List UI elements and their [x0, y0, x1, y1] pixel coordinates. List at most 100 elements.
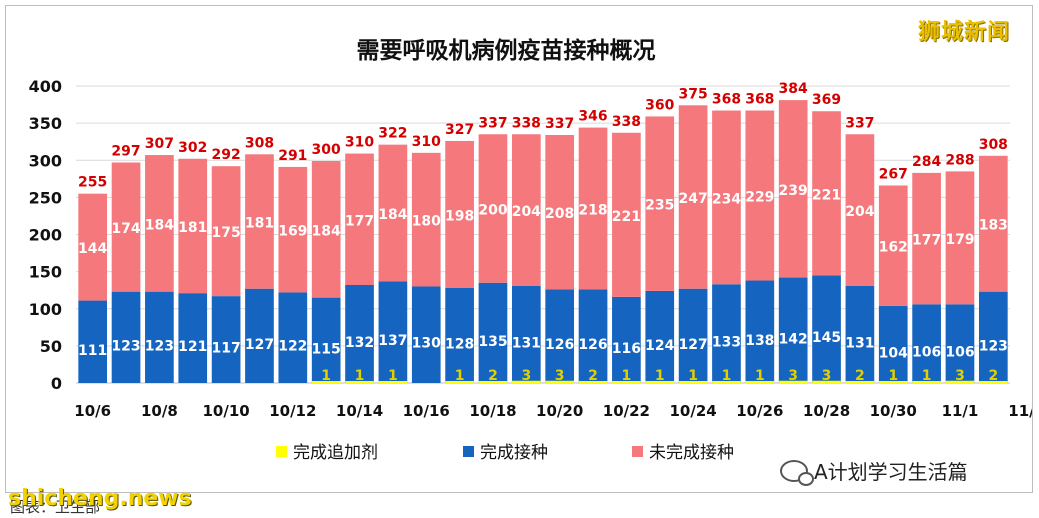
label-total: 337 [545, 116, 574, 132]
label-booster: 1 [922, 368, 932, 384]
label-not-completed: 239 [779, 183, 808, 199]
bar-completed [445, 287, 474, 383]
bar-booster [712, 381, 741, 383]
y-tick-label: 250 [29, 188, 62, 207]
bar-not-completed [645, 116, 675, 291]
bar-not-completed [511, 134, 541, 286]
bar-booster [678, 381, 708, 383]
label-not-completed: 184 [378, 207, 407, 223]
bar-booster [878, 381, 908, 383]
wechat-account-name: A计划学习生活篇 [814, 460, 968, 484]
legend-swatch [463, 446, 474, 457]
bar-booster [545, 380, 575, 383]
bar-booster [445, 381, 474, 383]
bar-completed [978, 291, 1008, 383]
bar-not-completed [678, 105, 708, 289]
label-booster: 1 [622, 368, 632, 384]
label-booster: 1 [388, 368, 398, 384]
bar-completed [211, 296, 241, 383]
y-tick-label: 0 [51, 374, 62, 393]
x-tick-label: 10/12 [269, 402, 316, 420]
bar-not-completed [912, 172, 941, 305]
bar-booster [578, 381, 608, 383]
bar-completed [945, 304, 975, 383]
bar-not-completed [445, 140, 474, 288]
bar-not-completed [978, 155, 1008, 292]
bar-completed [712, 284, 741, 383]
bar-completed [745, 280, 775, 383]
label-booster: 3 [521, 368, 531, 384]
bar-not-completed [345, 153, 374, 285]
wechat-icon [780, 459, 814, 486]
label-completed: 145 [812, 330, 841, 346]
label-total: 302 [178, 140, 207, 156]
label-total: 375 [678, 86, 707, 102]
x-tick-label: 10/24 [669, 402, 716, 420]
bar-completed [845, 285, 875, 383]
legend-label: 完成接种 [480, 443, 548, 463]
label-booster: 1 [755, 368, 765, 384]
bar-booster [612, 381, 641, 383]
label-completed: 122 [278, 339, 307, 355]
label-not-completed: 198 [445, 208, 474, 224]
legend-swatch [632, 446, 643, 457]
bar-booster [845, 381, 875, 383]
label-completed: 123 [111, 338, 140, 354]
bar-not-completed [178, 158, 208, 294]
label-not-completed: 174 [111, 221, 140, 237]
label-completed: 115 [312, 341, 341, 357]
legend-label: 完成追加剂 [293, 443, 378, 463]
label-not-completed: 184 [145, 217, 174, 233]
label-booster: 3 [788, 368, 798, 384]
label-not-completed: 204 [845, 204, 874, 220]
label-total: 291 [278, 148, 307, 164]
bar-not-completed [245, 154, 274, 289]
chart-title: 需要呼吸机病例疫苗接种概况 [357, 37, 656, 64]
label-booster: 2 [588, 368, 598, 384]
label-total: 310 [345, 135, 374, 151]
label-not-completed: 144 [78, 241, 107, 257]
site-watermark: shicheng.news [8, 486, 192, 511]
label-completed: 106 [912, 345, 941, 361]
label-completed: 126 [545, 337, 574, 353]
wechat-watermark: A计划学习生活篇 [780, 456, 968, 486]
bar-not-completed [145, 155, 174, 292]
label-total: 284 [912, 154, 941, 170]
x-tick-label: 11/3 [1008, 402, 1032, 420]
label-total: 346 [578, 109, 607, 125]
label-not-completed: 204 [512, 204, 541, 220]
label-total: 338 [512, 115, 541, 131]
label-not-completed: 181 [245, 216, 274, 232]
label-total: 369 [812, 92, 841, 108]
label-booster: 3 [822, 368, 832, 384]
label-total: 297 [111, 143, 140, 159]
bar-completed [111, 291, 141, 383]
bar-booster [812, 380, 841, 383]
bar-not-completed [478, 134, 508, 283]
bar-not-completed [878, 185, 908, 306]
label-completed: 127 [678, 337, 707, 353]
bar-completed [545, 289, 575, 383]
label-completed: 128 [445, 336, 474, 352]
label-not-completed: 234 [712, 191, 741, 207]
label-total: 368 [712, 92, 741, 108]
bar-completed [78, 300, 108, 383]
label-not-completed: 221 [612, 209, 641, 225]
bar-completed [378, 281, 408, 383]
label-total: 300 [312, 142, 341, 158]
label-not-completed: 218 [578, 203, 607, 219]
label-not-completed: 247 [678, 191, 707, 207]
bar-booster [912, 381, 941, 383]
label-booster: 3 [555, 368, 565, 384]
label-total: 338 [612, 114, 641, 130]
label-booster: 1 [688, 368, 698, 384]
label-completed: 142 [779, 331, 808, 347]
legend: 完成追加剂 完成接种 未完成接种 [276, 443, 734, 463]
bar-completed [245, 288, 274, 383]
label-completed: 121 [178, 339, 207, 355]
label-completed: 111 [78, 343, 107, 359]
bar-completed [345, 284, 374, 383]
legend-label: 未完成接种 [649, 443, 734, 463]
bar-not-completed [612, 132, 641, 297]
label-booster: 2 [488, 368, 498, 384]
